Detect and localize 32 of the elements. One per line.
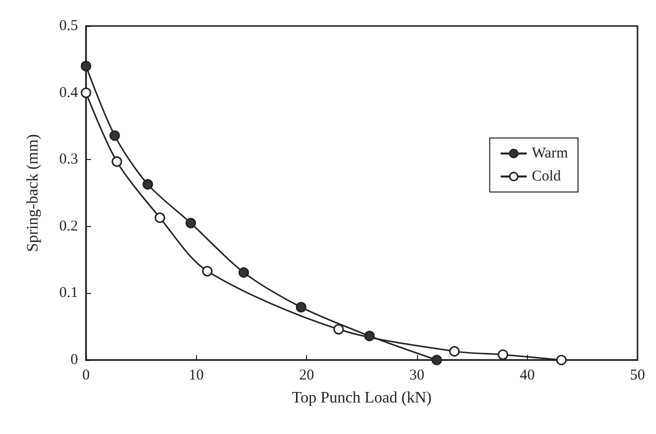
point	[80, 88, 92, 98]
x-tick-label: 0	[82, 368, 90, 384]
point	[109, 130, 120, 141]
point	[364, 330, 375, 342]
x-axis-title: Top Punch Load (kN)	[292, 390, 432, 406]
y-axis-title: Spring-back (mm)	[24, 134, 42, 252]
y-tick-label: 0.5	[59, 18, 78, 34]
point	[142, 179, 154, 190]
point	[333, 324, 344, 335]
legend-label: Warm	[532, 146, 568, 162]
point	[112, 156, 122, 167]
x-tick-label: 50	[630, 368, 645, 384]
point	[498, 349, 508, 360]
point	[296, 302, 306, 312]
y-tick-label: 0	[70, 352, 78, 368]
legend-label: Cold	[532, 168, 562, 184]
point	[202, 266, 213, 276]
y-tick-label: 0.2	[59, 218, 78, 234]
point	[432, 354, 442, 366]
point	[238, 267, 249, 278]
x-tick-label: 20	[299, 368, 314, 384]
point	[186, 218, 196, 228]
point	[556, 354, 567, 366]
y-tick-label: 0.1	[59, 285, 78, 302]
x-tick-label: 40	[520, 368, 535, 384]
point	[80, 60, 92, 72]
y-tick-label: 0.4	[59, 84, 78, 101]
point	[154, 212, 166, 223]
x-tick-label: 30	[409, 368, 424, 384]
x-tick-label: 10	[188, 368, 204, 384]
point	[449, 346, 460, 357]
y-tick-label: 0.3	[59, 152, 78, 168]
